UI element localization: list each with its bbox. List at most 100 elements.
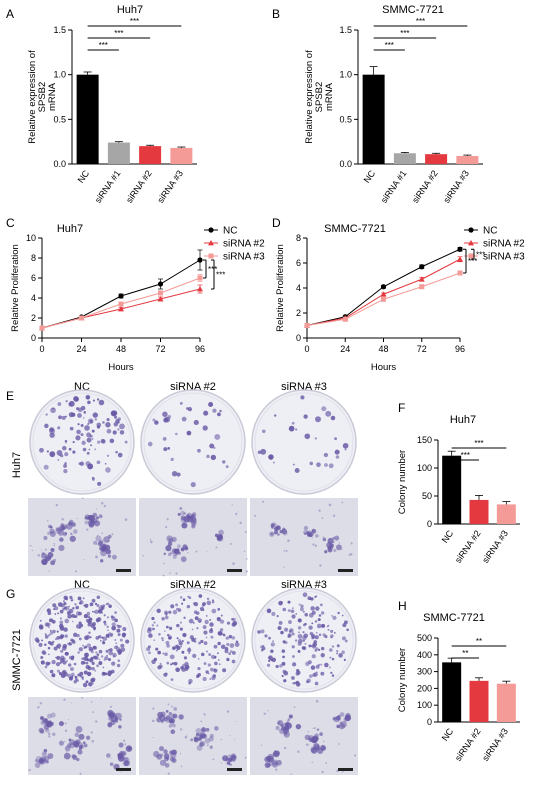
significance-label: *** [400,29,409,38]
panel-letter-e: E [6,389,14,403]
culture-dish [140,587,246,693]
x-tick-label: NC [76,168,92,185]
y-tick-label: 1.0 [339,70,352,80]
legend-entry: siRNA #2 [464,239,525,250]
x-tick-label: 72 [417,344,427,354]
microscopy-image [250,498,358,576]
bar-chart-b: SMMC-7721 0.0 0.5 1.0 1.5 Relative expression… [304,4,483,205]
bar-sirna-1 [393,153,416,164]
series-sirna-3 [39,274,203,331]
significance-label: *** [385,41,394,50]
series-nc [39,249,203,331]
data-point [157,296,164,302]
y-axis-label: SPSB2 [37,82,48,113]
x-tick-label: 24 [340,344,350,354]
y-tick-label: 400 [417,650,432,660]
x-tick-label: NC [440,726,456,743]
x-tick-label: siRNA #3 [480,528,510,564]
bar-sirna-3 [496,504,516,524]
x-tick-label: 72 [155,344,165,354]
y-tick-label: 1.5 [53,25,66,35]
significance-label: *** [114,29,123,38]
series-sirna-2 [39,284,203,331]
chart-title: SMMC-7721 [382,4,444,16]
bar-chart-h: SMMC-7721 0 100 200 300 400 500 Colony number NC… [397,612,520,763]
photo-column-label-g: siRNA #2 [170,579,216,591]
microscopy-image [139,498,248,577]
y-tick-label: 0.5 [339,114,352,124]
panel-letter-d: D [272,216,281,230]
legend-entry: siRNA #2 [204,239,265,250]
significance-label: *** [208,265,217,274]
x-tick-label: siRNA #2 [453,726,483,762]
bar-chart-a: Huh7 0.0 0.5 1.0 1.5 Relative expression of SP… [27,4,197,205]
bar-nc [76,74,99,164]
y-tick-label: 150 [417,435,432,445]
data-point [342,316,348,322]
x-tick-label: 96 [195,344,205,354]
culture-dish [251,389,357,495]
panel-letter-h: H [398,599,407,613]
data-point [39,325,45,331]
data-point [419,284,425,290]
significance-label: *** [130,17,139,26]
legend-entry: NC [204,226,237,237]
culture-dish [29,587,135,693]
y-tick-label: 300 [417,667,432,677]
legend-marker [208,253,214,259]
legend-entry: NC [464,226,497,237]
legend-label: siRNA #2 [483,239,525,250]
x-tick-label: siRNA #1 [93,168,123,204]
y-tick-label: 1.0 [53,70,66,80]
x-tick-label: siRNA #2 [410,168,440,204]
y-tick-label: 0 [427,717,432,727]
legend-marker [468,253,474,259]
photo-row-label-smmc-7721: SMMC-7721 [11,629,23,691]
legend-label: NC [223,226,237,237]
y-tick-label: 0 [296,333,301,343]
significance-label: *** [474,439,483,448]
chart-title: SMMC-7721 [324,223,386,235]
data-point [118,301,124,307]
x-tick-label: 48 [116,344,126,354]
x-tick-label: 48 [378,344,388,354]
y-tick-label: 100 [417,463,432,473]
x-tick-label: 0 [39,344,44,354]
bar-sirna-3 [170,147,193,164]
y-tick-label: 0 [31,333,36,343]
colony-photos: NC siRNA #2 siRNA #3NC siRNA #2 siRNA #3Huh7… [11,381,358,776]
significance-label: *** [416,17,425,26]
data-point [157,281,164,287]
y-tick-label: 4 [31,293,36,303]
y-tick-label: 6 [296,258,301,268]
series-sirna-3 [304,270,463,328]
data-point [419,264,425,270]
data-point [197,275,203,281]
y-tick-label: 8 [296,233,301,243]
y-tick-label: 0.0 [53,159,66,169]
panel-letter-c: C [6,216,15,230]
bar-sirna-2 [425,154,448,164]
data-point [457,270,463,276]
significance-label: ** [476,637,482,646]
bar-sirna-2 [469,499,489,524]
photo-column-label-e: siRNA #3 [281,381,327,393]
y-tick-label: 50 [422,491,432,501]
microscopy-image [28,696,136,775]
legend-marker [468,240,474,246]
legend-marker [208,240,214,246]
data-point [118,293,124,299]
y-tick-label: 2 [31,313,36,323]
x-tick-label: siRNA #3 [155,168,185,204]
y-tick-label: 1.5 [339,25,352,35]
microscopy-image [250,697,358,776]
bar-sirna-2 [139,146,162,164]
y-axis-label: Relative Proliferation [275,244,286,332]
y-axis-label: SPSB2 [314,82,325,113]
data-point [418,276,425,282]
y-axis-label: mRNA [47,82,58,111]
microscopy-image [139,697,247,775]
y-axis-label: Relative Proliferation [10,244,21,332]
